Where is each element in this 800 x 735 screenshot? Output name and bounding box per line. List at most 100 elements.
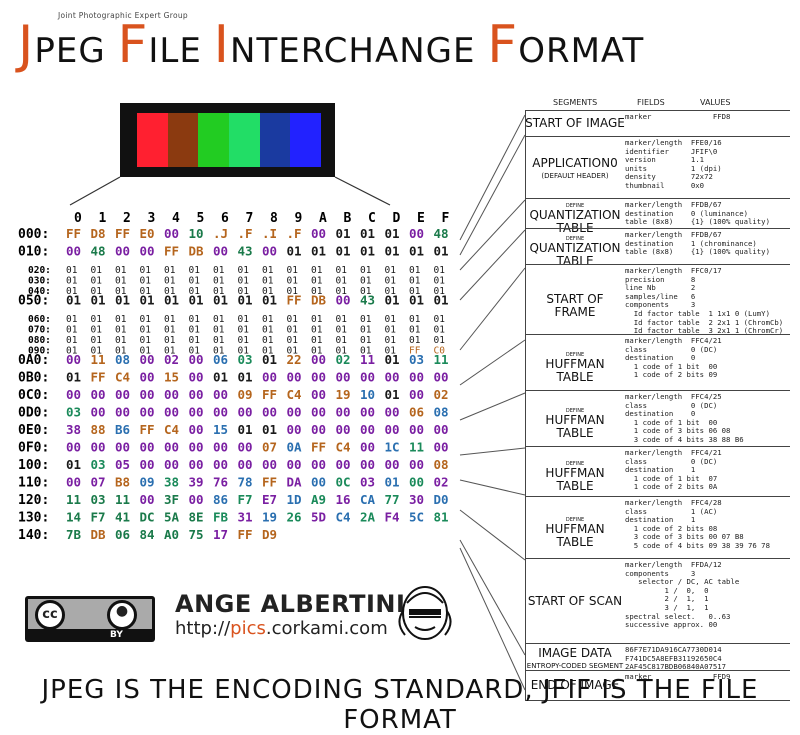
hex-byte: 01 [66, 276, 78, 287]
author-portrait-icon [398, 586, 452, 640]
hex-byte: 01 [189, 286, 201, 297]
hex-byte: 00 [360, 457, 375, 472]
hex-byte: 03 [66, 405, 81, 420]
hex-col-header: D [393, 211, 401, 226]
hex-byte: 00 [213, 387, 228, 402]
hex-byte: 00 [213, 457, 228, 472]
hex-byte: 01 [287, 286, 299, 297]
hex-byte: 01 [287, 276, 299, 287]
hex-byte: FB [213, 510, 229, 525]
hex-byte: 00 [66, 387, 81, 402]
hex-byte: 01 [360, 265, 372, 276]
hex-byte: 01 [140, 314, 152, 325]
page-title: JPEG FILE INTERCHANGE FORMAT [18, 15, 645, 75]
hex-byte: 01 [213, 265, 225, 276]
hex-byte: 00 [311, 457, 326, 472]
hex-byte: .F [287, 226, 302, 241]
hex-byte: 00 [311, 475, 326, 490]
hex-byte: 01 [238, 293, 253, 308]
hex-byte: 75 [189, 527, 204, 542]
hex-row-address: 090: [28, 346, 51, 357]
hex-byte: D9 [262, 527, 277, 542]
hex-byte: E0 [140, 226, 155, 241]
hex-byte: 01 [385, 346, 397, 357]
hex-byte: 00 [311, 352, 326, 367]
hex-byte: 01 [213, 335, 225, 346]
hex-byte: 00 [311, 226, 326, 241]
hex-byte: 14 [66, 510, 81, 525]
footer-caption: JPEG IS THE ENCODING STANDARD, JFIF IS T… [41, 675, 759, 735]
hex-byte: F4 [385, 510, 400, 525]
hex-byte: 00 [115, 244, 130, 259]
segment-fields: marker FFD9 [625, 672, 731, 681]
hex-byte: 01 [409, 335, 421, 346]
hex-byte: 01 [311, 286, 323, 297]
hex-byte: C0 [434, 346, 446, 357]
hex-byte: 03 [91, 457, 106, 472]
hex-row-address: 020: [28, 265, 51, 276]
hex-byte: 2A [360, 510, 376, 525]
hex-row-address: 060: [28, 314, 51, 325]
hex-byte: 22 [287, 352, 302, 367]
hex-byte: C4 [336, 510, 351, 525]
hex-byte: 01 [385, 293, 400, 308]
hex-byte: 00 [360, 370, 375, 385]
hex-byte: 00 [262, 244, 277, 259]
hex-byte: 09 [238, 387, 253, 402]
hex-byte: 01 [409, 314, 421, 325]
hex-byte: 01 [262, 335, 274, 346]
hex-byte: 07 [262, 440, 277, 455]
hex-byte: 01 [91, 286, 103, 297]
hex-byte: 00 [91, 405, 106, 420]
hex-byte: 78 [238, 475, 253, 490]
hex-row-address: 110: [18, 476, 49, 491]
hex-byte: 11 [91, 352, 106, 367]
hex-col-header: E [417, 211, 425, 226]
hex-byte: 8E [189, 510, 204, 525]
hex-col-header: 1 [99, 211, 107, 226]
hex-byte: .I [262, 226, 277, 241]
header-fields: FIELDS [637, 98, 665, 107]
hex-byte: 03 [91, 492, 106, 507]
hex-col-header: B [344, 211, 352, 226]
hex-byte: 01 [213, 286, 225, 297]
cc-by-label: BY [110, 630, 123, 640]
hex-byte: 00 [360, 440, 375, 455]
hex-byte: 08 [434, 405, 449, 420]
hex-byte: 01 [385, 475, 400, 490]
hex-byte: 01 [336, 244, 351, 259]
hex-byte: 01 [140, 293, 155, 308]
hex-byte: 00 [238, 440, 253, 455]
hex-byte: C4 [287, 387, 302, 402]
hex-byte: C4 [336, 440, 351, 455]
hex-byte: 01 [164, 346, 176, 357]
hex-row-address: 010: [18, 245, 49, 260]
hex-byte: 01 [66, 457, 81, 472]
hex-byte: 00 [140, 244, 155, 259]
hex-byte: 00 [189, 422, 204, 437]
hex-row-address: 120: [18, 493, 49, 508]
hex-byte: 38 [164, 475, 179, 490]
hex-byte: 02 [336, 352, 351, 367]
hex-byte: 10 [360, 387, 375, 402]
hex-byte: 41 [115, 510, 130, 525]
hex-byte: 01 [434, 325, 446, 336]
hex-byte: 7B [66, 527, 82, 542]
author-url[interactable]: http://pics.corkami.com [175, 618, 388, 639]
hex-byte: 01 [115, 314, 127, 325]
hex-byte: 01 [213, 346, 225, 357]
hex-byte: 01 [140, 346, 152, 357]
hex-byte: 01 [238, 346, 250, 357]
segment-name: DEFINE HUFFMAN TABLE [545, 461, 605, 493]
hex-byte: 00 [164, 387, 179, 402]
hex-byte: 01 [262, 422, 277, 437]
hex-byte: .F [238, 226, 253, 241]
hex-byte: 01 [311, 335, 323, 346]
hex-byte: 01 [164, 325, 176, 336]
hex-byte: 01 [262, 276, 274, 287]
hex-byte: 00 [66, 440, 81, 455]
hex-byte: FF [91, 370, 106, 385]
hex-byte: E7 [262, 492, 277, 507]
